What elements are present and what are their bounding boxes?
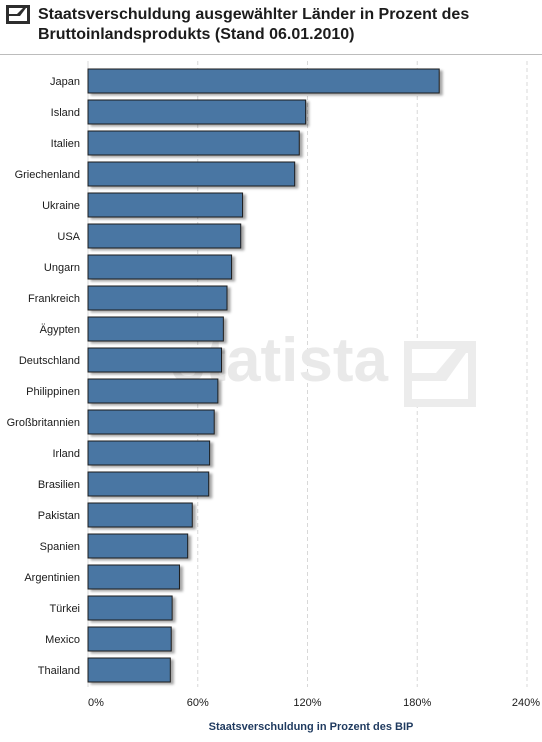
category-label: Brasilien xyxy=(38,479,80,491)
category-label: Türkei xyxy=(49,603,80,615)
category-label: Irland xyxy=(52,448,80,460)
bar-1 xyxy=(87,99,307,125)
x-axis-title: Staatsverschuldung in Prozent des BIP xyxy=(209,721,414,733)
bar-9 xyxy=(87,347,223,373)
category-label: Mexico xyxy=(45,634,80,646)
statista-logo-icon xyxy=(6,5,30,24)
category-label: Frankreich xyxy=(28,293,80,305)
bar-19 xyxy=(87,657,171,683)
bar-3 xyxy=(87,161,296,187)
category-label: Pakistan xyxy=(38,510,80,522)
bar-11 xyxy=(87,409,215,435)
category-label: Thailand xyxy=(38,665,80,677)
bar-15 xyxy=(87,533,189,559)
bar-12 xyxy=(87,440,211,466)
x-tick-label: 240% xyxy=(512,697,540,709)
bar-16 xyxy=(87,564,180,590)
bar-chart: statista JapanIslandItalienGriechenlandU… xyxy=(7,61,540,733)
bar-17 xyxy=(87,595,173,621)
bar-0 xyxy=(87,68,440,94)
bar-13 xyxy=(87,471,210,497)
bars xyxy=(87,68,440,683)
category-label: Italien xyxy=(51,138,80,150)
bar-5 xyxy=(87,223,242,249)
category-labels: Japan Island Italien Griechenland Ukraine USA… xyxy=(7,76,81,677)
chart-header: Staatsverschuldung ausgewählter Länder i… xyxy=(0,0,542,55)
category-label: Ungarn xyxy=(44,262,80,274)
category-label: Japan xyxy=(50,76,80,88)
category-label: Deutschland xyxy=(19,355,80,367)
x-tick-label: 60% xyxy=(187,697,209,709)
category-label: Großbritannien xyxy=(7,417,80,429)
bar-2 xyxy=(87,130,300,156)
category-label: Philippinen xyxy=(26,386,80,398)
category-label: Griechenland xyxy=(15,169,80,181)
bar-14 xyxy=(87,502,193,528)
bar-18 xyxy=(87,626,172,652)
chart-title: Staatsverschuldung ausgewählter Länder i… xyxy=(38,6,470,43)
category-label: Ukraine xyxy=(42,200,80,212)
bar-6 xyxy=(87,254,233,280)
bar-4 xyxy=(87,192,244,218)
bar-7 xyxy=(87,285,228,311)
bar-8 xyxy=(87,316,224,342)
category-label: Spanien xyxy=(40,541,80,553)
category-label: Island xyxy=(51,107,80,119)
category-label: Argentinien xyxy=(24,572,80,584)
x-axis-ticks: 0% 60% 120% 180% 240% xyxy=(88,697,540,709)
category-label: USA xyxy=(57,231,80,243)
bar-10 xyxy=(87,378,219,404)
x-tick-label: 180% xyxy=(403,697,431,709)
category-label: Ägypten xyxy=(40,324,80,336)
x-tick-label: 120% xyxy=(293,697,321,709)
x-tick-label: 0% xyxy=(88,697,104,709)
